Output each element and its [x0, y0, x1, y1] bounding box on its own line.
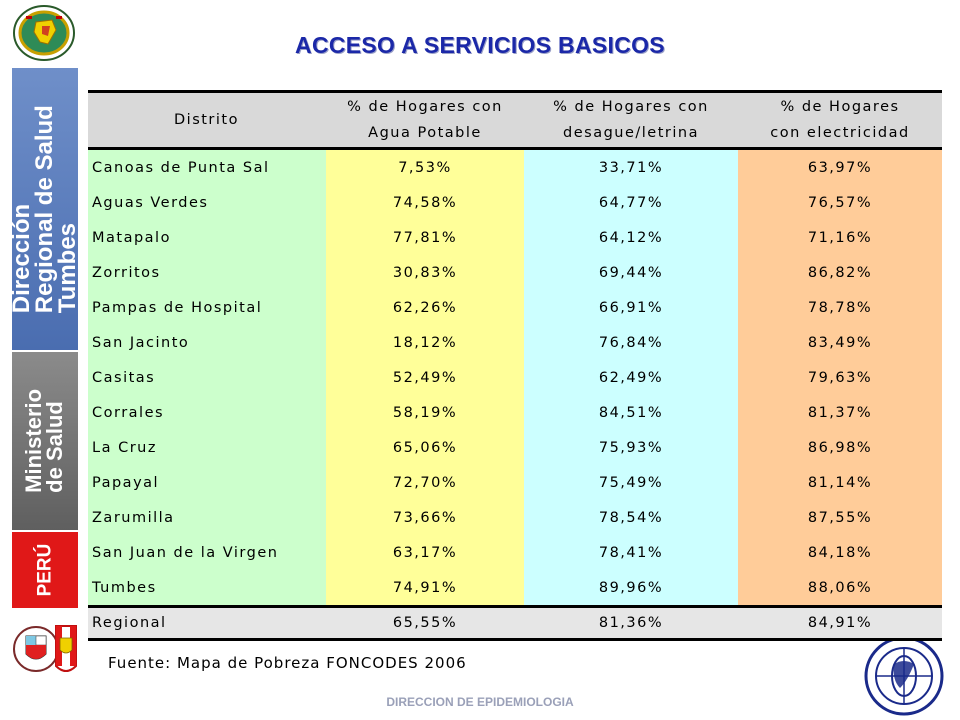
cell-distrito: Zorritos [88, 255, 326, 290]
cell-regional-desague: 81,36% [524, 606, 738, 641]
cell-distrito: Aguas Verdes [88, 185, 326, 220]
table-row: Pampas de Hospital 62,26% 66,91% 78,78% [88, 290, 942, 325]
cell-agua: 72,70% [326, 465, 524, 500]
table-row: Casitas 52,49% 62,49% 79,63% [88, 360, 942, 395]
cell-electricidad: 79,63% [738, 360, 942, 395]
table-row: San Jacinto 18,12% 76,84% 83,49% [88, 325, 942, 360]
header-electricidad-line-2: con electricidad [770, 125, 910, 141]
cell-agua: 74,58% [326, 185, 524, 220]
cell-agua: 7,53% [326, 148, 524, 185]
cell-distrito: Zarumilla [88, 500, 326, 535]
cell-electricidad: 81,37% [738, 395, 942, 430]
table-row: Aguas Verdes 74,58% 64,77% 76,57% [88, 185, 942, 220]
cell-regional-electricidad: 84,91% [738, 606, 942, 641]
cell-desague: 69,44% [524, 255, 738, 290]
table-row: Tumbes 74,91% 89,96% 88,06% [88, 570, 942, 608]
table-row: Zorritos 30,83% 69,44% 86,82% [88, 255, 942, 290]
cell-agua: 77,81% [326, 220, 524, 255]
cell-electricidad: 87,55% [738, 500, 942, 535]
ministerio-band: Ministerio de Salud [12, 352, 78, 530]
cell-desague: 78,54% [524, 500, 738, 535]
cell-desague: 64,12% [524, 220, 738, 255]
cell-agua: 74,91% [326, 570, 524, 608]
cell-regional-label: Regional [88, 606, 326, 641]
header-desague-line-2: desague/letrina [563, 125, 699, 141]
page-title: ACCESO A SERVICIOS BASICOS [295, 32, 665, 58]
cell-electricidad: 86,82% [738, 255, 942, 290]
services-table: Distrito % de Hogares con Agua Potable %… [88, 90, 942, 641]
cell-distrito: Papayal [88, 465, 326, 500]
cell-distrito: Tumbes [88, 570, 326, 608]
cell-desague: 75,49% [524, 465, 738, 500]
cell-electricidad: 76,57% [738, 185, 942, 220]
cell-electricidad: 78,78% [738, 290, 942, 325]
cell-distrito: San Juan de la Virgen [88, 535, 326, 570]
cell-electricidad: 81,14% [738, 465, 942, 500]
cell-agua: 65,06% [326, 430, 524, 465]
epidemiology-seal-icon [864, 636, 944, 716]
cell-distrito: Canoas de Punta Sal [88, 148, 326, 185]
table-row: Zarumilla 73,66% 78,54% 87,55% [88, 500, 942, 535]
cell-distrito: San Jacinto [88, 325, 326, 360]
cell-electricidad: 71,16% [738, 220, 942, 255]
table-row: Canoas de Punta Sal 7,53% 33,71% 63,97% [88, 148, 942, 185]
cell-distrito: La Cruz [88, 430, 326, 465]
peru-label: PERÚ [33, 543, 55, 597]
cell-electricidad: 83,49% [738, 325, 942, 360]
cell-agua: 62,26% [326, 290, 524, 325]
cell-electricidad: 63,97% [738, 148, 942, 185]
header-electricidad: % de Hogares con electricidad [738, 90, 942, 150]
table-row: La Cruz 65,06% 75,93% 86,98% [88, 430, 942, 465]
institution-banner: Dirección Regional de Salud Tumbes Minis… [12, 68, 78, 608]
cell-desague: 62,49% [524, 360, 738, 395]
cell-agua: 58,19% [326, 395, 524, 430]
services-table-container: Distrito % de Hogares con Agua Potable %… [88, 90, 942, 641]
cell-agua: 18,12% [326, 325, 524, 360]
cell-desague: 78,41% [524, 535, 738, 570]
header-desague: % de Hogares con desague/letrina [524, 90, 738, 150]
cell-regional-agua: 65,55% [326, 606, 524, 641]
peru-band: PERÚ [12, 532, 78, 608]
cell-electricidad: 86,98% [738, 430, 942, 465]
cell-desague: 64,77% [524, 185, 738, 220]
ministerio-label: Ministerio de Salud [21, 389, 67, 493]
cell-agua: 30,83% [326, 255, 524, 290]
cell-agua: 63,17% [326, 535, 524, 570]
cell-distrito: Casitas [88, 360, 326, 395]
header-agua-line-1: % de Hogares con [347, 99, 503, 115]
table-header-row: Distrito % de Hogares con Agua Potable %… [88, 90, 942, 150]
cell-distrito: Corrales [88, 395, 326, 430]
header-agua: % de Hogares con Agua Potable [326, 90, 524, 150]
regional-total-row: Regional 65,55% 81,36% 84,91% [88, 606, 942, 641]
cell-desague: 75,93% [524, 430, 738, 465]
header-agua-line-2: Agua Potable [368, 125, 482, 141]
direccion-line-3: Tumbes [53, 222, 78, 314]
cell-desague: 66,91% [524, 290, 738, 325]
table-row: Papayal 72,70% 75,49% 81,14% [88, 465, 942, 500]
cell-electricidad: 88,06% [738, 570, 942, 608]
cell-desague: 76,84% [524, 325, 738, 360]
regional-emblem-icon [13, 5, 75, 61]
table-row: San Juan de la Virgen 63,17% 78,41% 84,1… [88, 535, 942, 570]
peru-coat-of-arms-icon [13, 625, 77, 672]
cell-distrito: Pampas de Hospital [88, 290, 326, 325]
table-row: Matapalo 77,81% 64,12% 71,16% [88, 220, 942, 255]
cell-agua: 73,66% [326, 500, 524, 535]
cell-desague: 84,51% [524, 395, 738, 430]
cell-desague: 33,71% [524, 148, 738, 185]
direccion-regional-band: Dirección Regional de Salud Tumbes [12, 68, 78, 350]
ministerio-line-2: de Salud [42, 401, 67, 493]
cell-distrito: Matapalo [88, 220, 326, 255]
header-electricidad-line-1: % de Hogares [780, 99, 900, 115]
cell-electricidad: 84,18% [738, 535, 942, 570]
header-distrito: Distrito [88, 90, 326, 150]
header-desague-line-1: % de Hogares con [553, 99, 709, 115]
cell-desague: 89,96% [524, 570, 738, 608]
footer-label: DIRECCION DE EPIDEMIOLOGIA [386, 695, 574, 709]
table-row: Corrales 58,19% 84,51% 81,37% [88, 395, 942, 430]
direccion-regional-label: Dirección Regional de Salud Tumbes [12, 105, 78, 313]
cell-agua: 52,49% [326, 360, 524, 395]
source-note: Fuente: Mapa de Pobreza FONCODES 2006 [108, 654, 467, 672]
